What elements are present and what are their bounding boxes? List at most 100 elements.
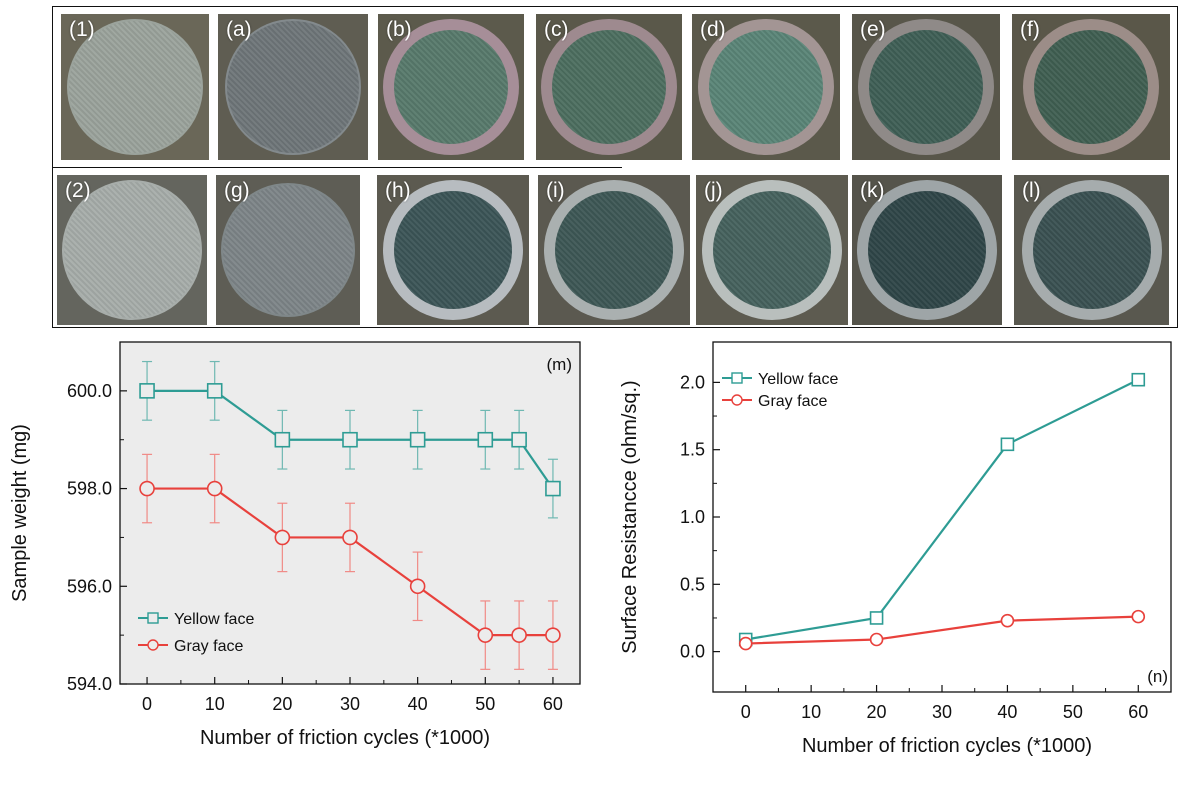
data-point-square [342,431,358,448]
sample-photo-i: (i) [538,175,690,325]
data-point-circle [206,480,223,497]
photo-label: (l) [1022,179,1041,202]
photo-label: (2) [65,179,91,202]
x-tick-label: 20 [272,694,292,714]
photo-row-divider [52,167,622,168]
data-point-square [409,431,426,448]
fabric-coated-area [709,30,823,144]
photo-label: (a) [226,18,252,41]
legend-marker-circle [147,639,159,651]
legend-marker-square [731,372,743,384]
sample-photo-2: (2) [57,175,207,325]
sample-photo-h: (h) [377,175,529,325]
photo-label: (h) [385,179,411,202]
y-tick-label: 596.0 [67,576,112,596]
plot-area-m: 0 10 20 30 40 50 60 594.0 596.0 598.0 600.0 Number … [9,341,581,749]
x-tick-label: 0 [741,702,751,722]
sample-photo-c: (c) [536,14,682,160]
fabric-coated-area [1032,191,1151,309]
x-tick-label: 40 [997,702,1017,722]
legend-entry: Yellow face [758,371,838,388]
photo-label: (f) [1020,18,1040,41]
legend-entry: Gray face [758,393,827,410]
y-tick-label: 2.0 [680,372,705,392]
sample-photo-l: (l) [1014,175,1169,325]
y-tick-label: 0.0 [680,642,705,662]
x-tick-label: 50 [1063,702,1083,722]
sample-photo-g: (g) [216,175,360,325]
legend-entry: Yellow face [174,611,254,628]
x-tick-label: 60 [1128,702,1148,722]
chart-surface-resistance: 0 10 20 30 40 50 60 0.0 0.5 1.0 1.5 2.0 Number of fr… [619,341,1172,757]
data-point-circle [1131,609,1146,624]
y-tick-label: 1.5 [680,440,705,460]
x-tick-label: 40 [408,694,428,714]
series-line [745,615,1139,645]
data-point-circle [477,627,494,643]
fabric-coated-area [394,191,512,309]
fabric-coated-area [868,191,986,309]
fabric-coated-area [1034,30,1148,144]
sample-photo-f: (f) [1012,14,1170,160]
panel-label: (n) [1147,667,1168,686]
panel-label: (m) [547,355,572,374]
photo-label: (k) [860,179,885,202]
x-tick-label: 30 [340,694,360,714]
fabric-coated-area [223,185,353,315]
x-tick-label: 50 [475,694,495,714]
y-tick-label: 594.0 [67,674,112,694]
y-tick-label: 598.0 [67,479,112,499]
data-point-circle [409,578,426,595]
y-tick-label: 600.0 [67,381,112,401]
data-point-square [545,480,561,497]
photo-label: (g) [224,179,250,202]
x-tick-label: 0 [142,694,152,714]
data-point-square [1000,437,1015,452]
fabric-coated-area [64,182,200,318]
sample-photo-k: (k) [852,175,1002,325]
data-point-circle [139,480,155,497]
data-point-circle [1000,613,1015,628]
fabric-coated-area [869,30,983,144]
data-point-circle [511,627,527,643]
series-line [745,378,1139,641]
y-tick-label: 0.5 [680,574,705,594]
sample-photo-1: (1) [61,14,209,160]
fabric-coated-area [69,21,201,153]
y-axis-label: Surface Resistancce (ohm/sq.) [619,380,641,653]
data-point-square [274,431,291,448]
fabric-coated-area [552,30,666,144]
data-point-circle [274,529,291,546]
x-tick-label: 10 [801,702,821,722]
x-tick-label: 20 [867,702,887,722]
x-tick-label: 10 [205,694,225,714]
data-point-square [139,383,155,399]
data-point-circle [342,529,358,546]
data-point-square [477,431,494,448]
data-point-square [1131,372,1146,387]
fabric-coated-area [555,191,673,309]
legend-marker-circle [731,394,743,406]
photo-label: (d) [700,18,726,41]
plot-area-n: 0 10 20 30 40 50 60 0.0 0.5 1.0 1.5 2.0 Number of fr… [619,341,1172,757]
photo-label: (j) [704,179,723,202]
sample-photo-e: (e) [852,14,1000,160]
sample-photo-j: (j) [696,175,848,325]
data-point-square [206,383,223,399]
x-tick-label: 30 [932,702,952,722]
fabric-coated-area [394,30,508,144]
data-point-square [869,611,884,625]
data-point-circle [869,632,884,647]
chart-sample-weight: 0 10 20 30 40 50 60 594.0 596.0 598.0 600.0 Number … [9,341,581,749]
x-tick-label: 60 [543,694,563,714]
sample-photo-b: (b) [378,14,524,160]
photo-label: (1) [69,18,95,41]
sample-photo-d: (d) [692,14,840,160]
x-axis-label: Number of friction cycles (*1000) [802,735,1092,757]
y-tick-label: 1.0 [680,507,705,527]
legend-entry: Gray face [174,638,243,655]
data-point-circle [738,636,753,651]
x-axis-label: Number of friction cycles (*1000) [200,727,490,749]
data-point-circle [545,627,561,643]
data-point-square [511,431,527,448]
